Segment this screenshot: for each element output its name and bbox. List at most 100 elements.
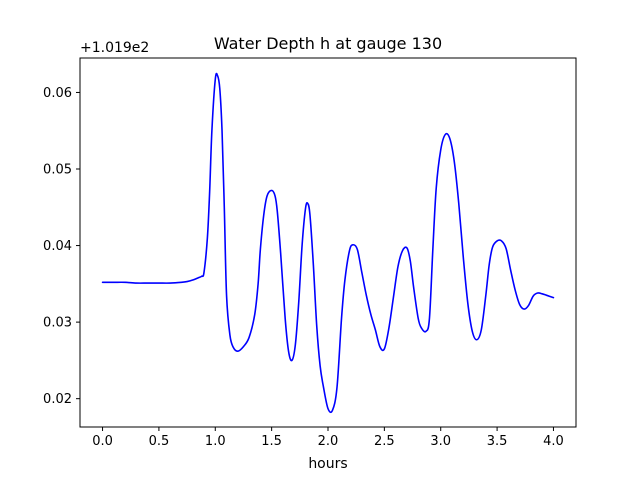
data-point	[532, 295, 533, 296]
data-point	[379, 346, 380, 347]
data-point	[432, 249, 433, 250]
data-point	[519, 304, 520, 305]
data-point	[305, 208, 306, 209]
data-point	[136, 282, 137, 283]
data-point	[402, 250, 403, 251]
data-point	[467, 302, 468, 303]
data-point	[254, 314, 255, 315]
x-axis: 0.0 0.5 1.0 1.5 2.0 2.5 3.0 3.5 4.0	[92, 427, 564, 449]
data-point	[209, 191, 210, 192]
data-point	[375, 329, 376, 330]
data-point	[393, 297, 394, 298]
data-point	[417, 318, 418, 319]
data-point	[192, 279, 193, 280]
data-point	[505, 248, 506, 249]
data-point	[370, 314, 371, 315]
data-point	[288, 351, 289, 352]
data-point	[147, 282, 148, 283]
x-tick-label: 4.0	[543, 434, 564, 449]
data-point	[553, 297, 554, 298]
data-point	[349, 250, 350, 251]
data-point	[341, 318, 342, 319]
data-point	[352, 244, 353, 245]
x-tick-label: 2.5	[374, 434, 395, 449]
data-point	[224, 207, 225, 208]
data-point	[425, 331, 426, 332]
data-point	[295, 344, 296, 345]
data-point	[336, 386, 337, 387]
data-point	[211, 130, 212, 131]
data-point	[332, 409, 333, 410]
data-point	[510, 269, 511, 270]
x-tick-label: 3.5	[487, 434, 508, 449]
data-point	[546, 295, 547, 296]
data-point	[458, 203, 459, 204]
data-point	[489, 264, 490, 265]
data-point	[226, 295, 227, 296]
data-point	[248, 337, 249, 338]
x-tick-label: 0.5	[149, 434, 170, 449]
data-point	[298, 302, 299, 303]
data-point	[537, 292, 538, 293]
y-offset-label: +1.019e2	[80, 40, 149, 56]
x-axis-label: hours	[308, 456, 347, 472]
data-point	[413, 287, 414, 288]
data-point	[481, 329, 482, 330]
data-point	[523, 308, 524, 309]
data-point	[169, 282, 170, 283]
data-point	[445, 134, 446, 135]
data-point	[344, 279, 345, 280]
data-point	[388, 328, 389, 329]
data-point	[541, 293, 542, 294]
data-point	[301, 245, 302, 246]
data-point	[219, 88, 220, 89]
data-point	[233, 347, 234, 348]
x-tick-label: 0.0	[92, 434, 113, 449]
data-point	[485, 295, 486, 296]
data-point	[198, 277, 199, 278]
data-point	[277, 210, 278, 211]
y-tick-label: 0.03	[43, 316, 72, 331]
y-tick-label: 0.02	[43, 392, 72, 407]
data-point	[181, 282, 182, 283]
data-point	[217, 75, 218, 76]
data-point	[313, 264, 314, 265]
data-point	[514, 289, 515, 290]
data-point	[528, 305, 529, 306]
y-tick-label: 0.05	[43, 163, 72, 178]
data-point	[186, 281, 187, 282]
data-point	[257, 283, 258, 284]
plot-area	[101, 72, 555, 414]
data-point	[357, 249, 358, 250]
data-point	[476, 339, 477, 340]
y-tick-label: 0.04	[43, 239, 72, 254]
data-point	[501, 240, 502, 241]
data-point	[113, 282, 114, 283]
data-point	[436, 187, 437, 188]
data-point	[366, 295, 367, 296]
data-point	[158, 282, 159, 283]
data-point	[472, 331, 473, 332]
data-point	[384, 348, 385, 349]
data-point	[316, 325, 317, 326]
data-point	[263, 214, 264, 215]
data-point	[319, 365, 320, 366]
data-point	[124, 282, 125, 283]
data-point	[274, 195, 275, 196]
x-tick-label: 1.5	[261, 434, 282, 449]
data-point	[454, 161, 455, 162]
data-point	[229, 334, 230, 335]
data-point	[207, 237, 208, 238]
data-point	[221, 130, 222, 131]
data-point	[291, 360, 292, 361]
data-point	[397, 266, 398, 267]
x-tick-label: 1.0	[205, 434, 226, 449]
data-point	[271, 190, 272, 191]
data-point	[307, 203, 308, 204]
data-point	[463, 256, 464, 257]
data-point	[429, 318, 430, 319]
x-tick-label: 2.0	[318, 434, 339, 449]
